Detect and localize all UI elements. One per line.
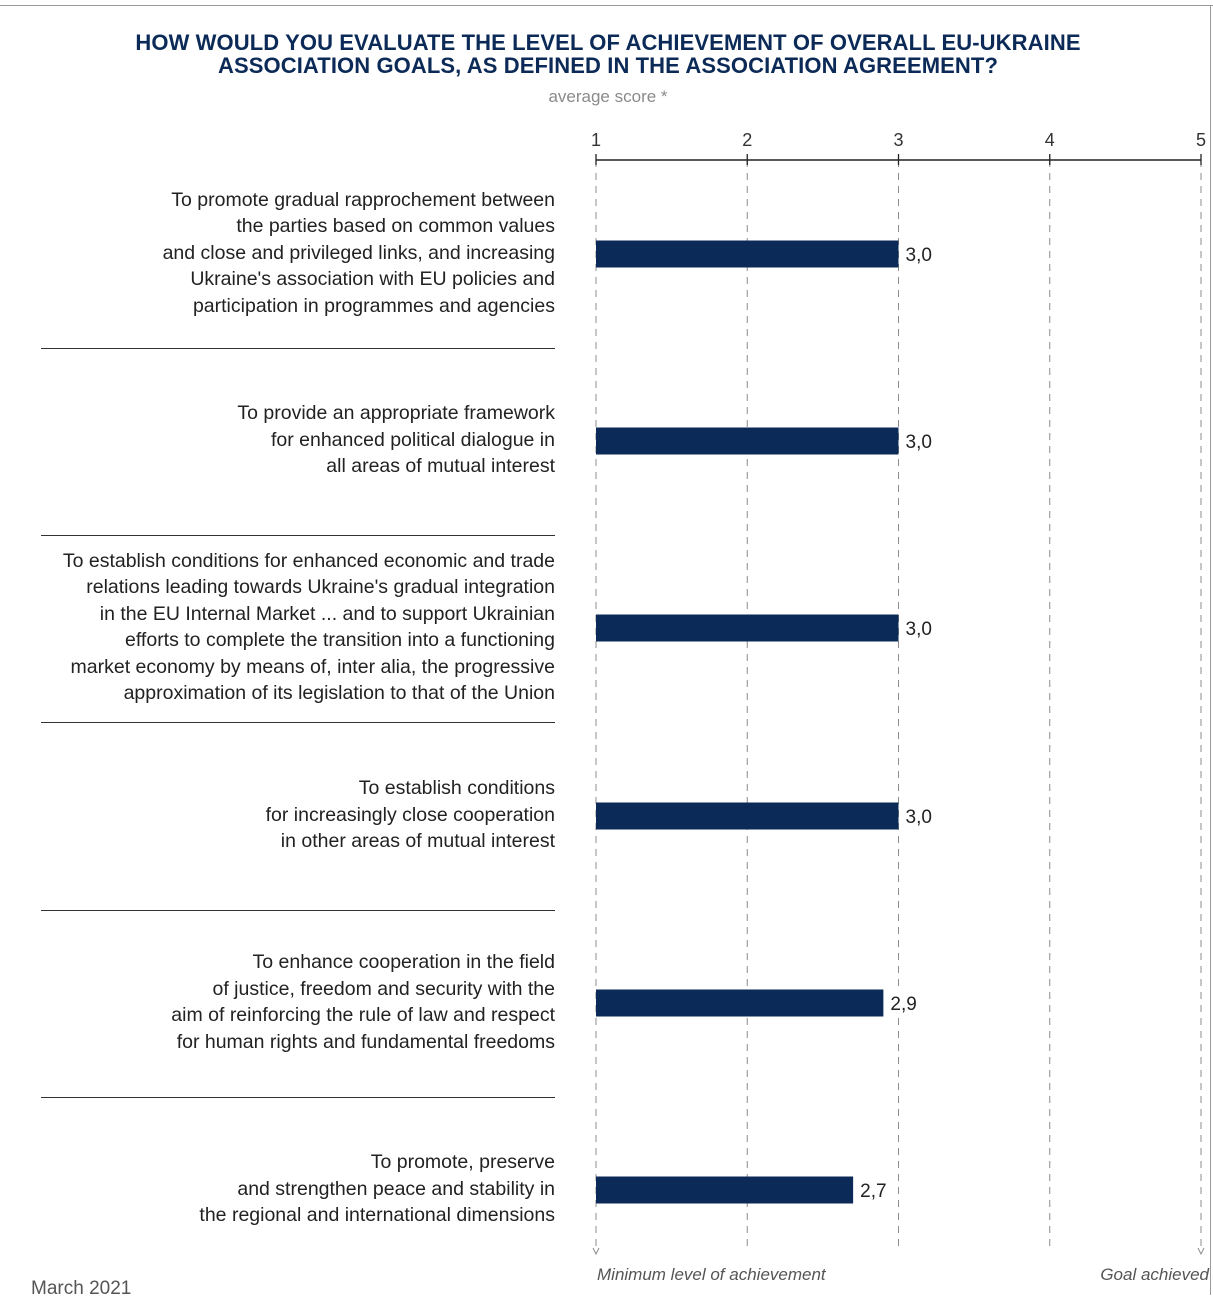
value-label-background: [900, 614, 943, 642]
chart-title-line: ASSOCIATION GOALS, AS DEFINED IN THE ASS…: [217, 53, 998, 78]
category-separator: [41, 722, 555, 723]
category-label: To provide an appropriate framework for e…: [15, 400, 555, 480]
category-label-line: aim of reinforcing the rule of law and r…: [171, 1004, 555, 1026]
category-label-line: Ukraine's association with EU policies a…: [190, 268, 555, 291]
category-label-line: for enhanced political dialogue in: [270, 428, 555, 451]
value-label: 3,0: [906, 245, 932, 266]
category-label-line: To promote, preserve: [370, 1151, 555, 1174]
frame-top-border: [0, 5, 1213, 6]
category-label: To promote gradual rapprochement between…: [15, 187, 555, 320]
bar: [596, 427, 899, 455]
value-label: 3,0: [906, 619, 932, 640]
category-label-line: participation in programmes and agencies: [192, 294, 555, 317]
category-separator: [41, 535, 555, 536]
value-label: 3,0: [906, 432, 932, 453]
axis-arrow: [1197, 1247, 1205, 1256]
category-label-line: of justice, freedom and security with th…: [212, 977, 556, 1000]
category-label-line: and close and privileged links, and incr…: [162, 241, 555, 264]
x-tick-label: 5: [1196, 130, 1206, 150]
category-label-line: To establish conditions for enhanced eco…: [62, 549, 555, 572]
bar: [596, 1176, 854, 1204]
category-label-line: all areas of mutual interest: [326, 455, 555, 478]
category-label-line: for increasingly close cooperation: [265, 803, 555, 826]
value-label: 3,0: [906, 807, 932, 828]
category-label-line: efforts to complete the transition into …: [125, 629, 555, 651]
bar: [596, 240, 899, 268]
value-label-background: [885, 989, 928, 1017]
category-label: To promote, preserve and strengthen peace…: [15, 1149, 555, 1229]
category-label-line: To establish conditions: [358, 777, 555, 800]
x-tick-label: 1: [591, 130, 601, 150]
bar: [596, 989, 884, 1017]
value-label-background: [900, 240, 943, 268]
chart-subtitle: average score *: [548, 87, 668, 106]
value-label-background: [900, 427, 943, 455]
x-tick-label: 4: [1045, 130, 1055, 150]
chart-title: HOW WOULD YOU EVALUATE THE LEVEL OF ACHI…: [0, 31, 1213, 77]
axis-max-label: Goal achieved: [1100, 1265, 1209, 1284]
category-label-line: market economy by means of, inter alia, …: [70, 655, 555, 678]
category-label-line: approximation of its legislation to that…: [123, 682, 555, 704]
category-label-line: relations leading towards Ukraine's grad…: [86, 576, 555, 598]
bar: [596, 614, 899, 642]
category-label-line: To promote gradual rapprochement between: [171, 188, 555, 211]
date-note: March 2021: [31, 1278, 132, 1299]
category-separator: [41, 910, 555, 911]
category-label: To establish conditions for increasingly …: [15, 775, 555, 855]
value-label: 2,9: [890, 994, 916, 1015]
bar: [596, 802, 899, 830]
category-label-line: To enhance cooperation in the field: [252, 951, 555, 973]
category-label: To enhance cooperation in the field of ju…: [15, 949, 555, 1055]
category-label-line: for human rights and fundamental freedom…: [176, 1030, 555, 1053]
frame-right-border: [1210, 5, 1211, 1295]
axis-min-label: Minimum level of achievement: [597, 1265, 826, 1284]
value-label-background: [900, 802, 943, 830]
category-label-line: To provide an appropriate framework: [237, 402, 555, 425]
category-label-line: in other areas of mutual interest: [280, 830, 555, 853]
chart-title-line: HOW WOULD YOU EVALUATE THE LEVEL OF ACHI…: [135, 30, 1081, 55]
category-label-line: the regional and international dimension…: [199, 1204, 555, 1227]
category-separator: [41, 1097, 555, 1098]
category-separator: [41, 348, 555, 349]
category-label-line: the parties based on common values: [236, 215, 555, 238]
x-tick-label: 2: [742, 130, 752, 150]
axis-arrow: [592, 1247, 600, 1256]
x-tick-label: 3: [893, 130, 903, 150]
category-label-line: in the EU Internal Market ... and to sup…: [99, 602, 555, 625]
value-label: 2,7: [860, 1181, 886, 1202]
chart-title-text: HOW WOULD YOU EVALUATE THE LEVEL OF ACHI…: [0, 31, 1213, 77]
category-label: To establish conditions for enhanced eco…: [15, 548, 555, 707]
value-label-background: [855, 1176, 898, 1204]
category-label-line: and strengthen peace and stability in: [237, 1177, 555, 1200]
